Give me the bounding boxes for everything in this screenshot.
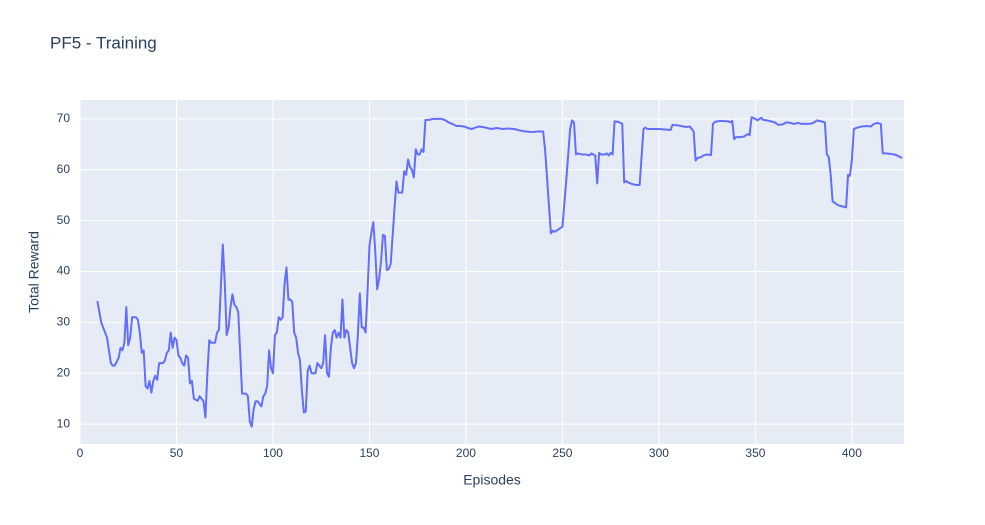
x-tick-label: 200 [456, 446, 476, 460]
y-tick-label: 70 [57, 111, 71, 125]
x-axis-title: Episodes [463, 472, 521, 488]
y-tick-label: 50 [57, 213, 71, 227]
x-tick-label: 100 [263, 446, 283, 460]
x-tick-label: 300 [649, 446, 669, 460]
y-tick-label: 20 [57, 365, 71, 379]
x-tick-label: 50 [170, 446, 184, 460]
y-axis-title: Total Reward [26, 231, 42, 313]
chart-title: PF5 - Training [50, 33, 157, 52]
x-tick-label: 250 [552, 446, 572, 460]
x-tick-label: 400 [842, 446, 862, 460]
y-tick-label: 30 [57, 315, 71, 329]
y-tick-label: 40 [57, 264, 71, 278]
x-tick-label: 350 [745, 446, 765, 460]
y-tick-label: 60 [57, 162, 71, 176]
data-line [96, 116, 903, 428]
x-tick-label: 150 [359, 446, 379, 460]
x-tick-label: 0 [77, 446, 84, 460]
plot-area [80, 100, 904, 444]
y-tick-label: 10 [57, 416, 71, 430]
